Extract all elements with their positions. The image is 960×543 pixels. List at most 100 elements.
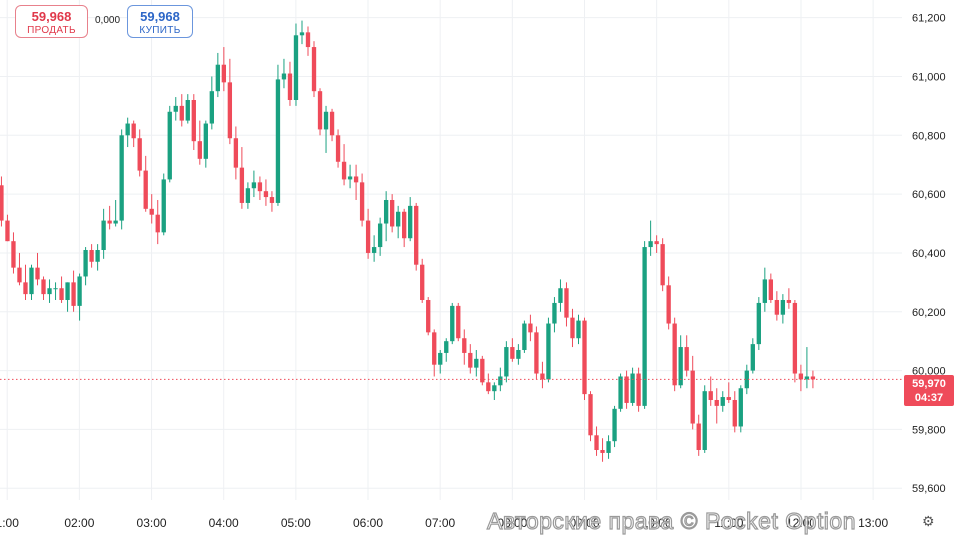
candle	[732, 391, 737, 433]
candle	[576, 314, 581, 345]
candle	[462, 329, 467, 365]
candle	[305, 26, 311, 56]
candle	[780, 294, 786, 324]
candle	[702, 385, 707, 453]
current-price-tag: 59,970 04:37	[904, 375, 954, 406]
candle-body	[744, 370, 749, 389]
spread-value: 0,000	[95, 15, 121, 26]
candle-body	[83, 250, 88, 277]
candle	[251, 170, 257, 198]
candle	[155, 200, 160, 245]
candle	[341, 144, 347, 186]
candle	[197, 120, 202, 165]
candle	[5, 214, 10, 242]
candle	[768, 273, 774, 303]
candle	[203, 120, 208, 168]
candle-body	[528, 323, 533, 333]
candle	[558, 279, 563, 312]
candle	[720, 391, 725, 412]
candle	[371, 235, 377, 262]
candle	[708, 376, 713, 406]
candle	[17, 252, 22, 286]
candle-body	[396, 211, 401, 227]
candle-body	[456, 305, 461, 339]
candle	[287, 61, 293, 106]
candle	[323, 105, 329, 153]
candle-body	[582, 320, 587, 395]
candle-body	[383, 200, 389, 224]
candle	[119, 129, 124, 230]
candle-body	[450, 305, 455, 342]
candle-body	[540, 373, 545, 380]
candle	[353, 164, 359, 200]
candle	[630, 367, 635, 406]
copyright-watermark: Авторские права © Pocket Option	[486, 507, 856, 534]
candle	[600, 438, 605, 462]
candle-body	[462, 338, 467, 353]
candle	[672, 317, 677, 392]
candle	[552, 297, 557, 333]
candle-body	[594, 435, 599, 450]
price-tick-label: 60,000	[912, 366, 946, 378]
price-tick-label: 60,600	[912, 189, 946, 201]
candle-body	[215, 64, 221, 92]
candle	[329, 108, 335, 142]
candle	[684, 335, 689, 377]
candle	[35, 252, 40, 286]
candle-body	[738, 388, 743, 427]
candle	[65, 282, 70, 312]
candle-body	[287, 73, 293, 100]
candle-body	[696, 423, 701, 450]
candle	[311, 41, 317, 98]
buy-button[interactable]: 59,968 КУПИТЬ	[127, 5, 193, 38]
candle	[804, 347, 810, 389]
candle-body	[335, 135, 341, 162]
candle-body	[179, 105, 184, 121]
candle	[107, 205, 112, 230]
candle-timer: 04:37	[914, 392, 944, 404]
gear-icon[interactable]: ⚙	[922, 513, 935, 529]
time-tick-label: 06:00	[353, 516, 383, 530]
candle-body	[726, 397, 731, 400]
candle	[504, 341, 509, 383]
candle	[53, 282, 58, 300]
candle	[486, 373, 491, 395]
current-price-value: 59,970	[912, 378, 946, 390]
candle	[798, 364, 804, 392]
candle	[83, 247, 88, 286]
candle-body	[233, 138, 239, 168]
candle	[666, 276, 671, 330]
candle	[173, 97, 178, 121]
candle	[47, 279, 52, 303]
candle	[149, 194, 154, 224]
candle-body	[756, 302, 761, 345]
candle	[474, 350, 479, 377]
candle	[588, 391, 593, 442]
candle-body	[420, 264, 425, 300]
candle	[432, 329, 437, 377]
candle	[335, 129, 341, 168]
candle-body	[618, 376, 623, 409]
candle-body	[281, 73, 287, 80]
time-tick-label: 10:00	[642, 516, 672, 530]
candle-body	[47, 288, 52, 295]
candle	[540, 361, 545, 389]
candle-body	[612, 408, 617, 442]
sell-button[interactable]: 59,968 ПРОДАТЬ	[15, 5, 88, 38]
candle-body	[684, 347, 689, 371]
candle-body	[353, 176, 359, 183]
candle	[239, 147, 245, 209]
candle	[420, 258, 425, 303]
candle-body	[95, 250, 100, 262]
price-tick-label: 60,400	[912, 248, 946, 260]
candle-body	[570, 317, 575, 339]
candle-body	[630, 373, 635, 403]
candle	[185, 94, 190, 124]
candle	[89, 244, 94, 268]
candle	[143, 155, 148, 212]
candle	[792, 300, 798, 383]
candle	[402, 208, 407, 248]
candle	[408, 197, 413, 242]
candle-body	[690, 370, 695, 424]
